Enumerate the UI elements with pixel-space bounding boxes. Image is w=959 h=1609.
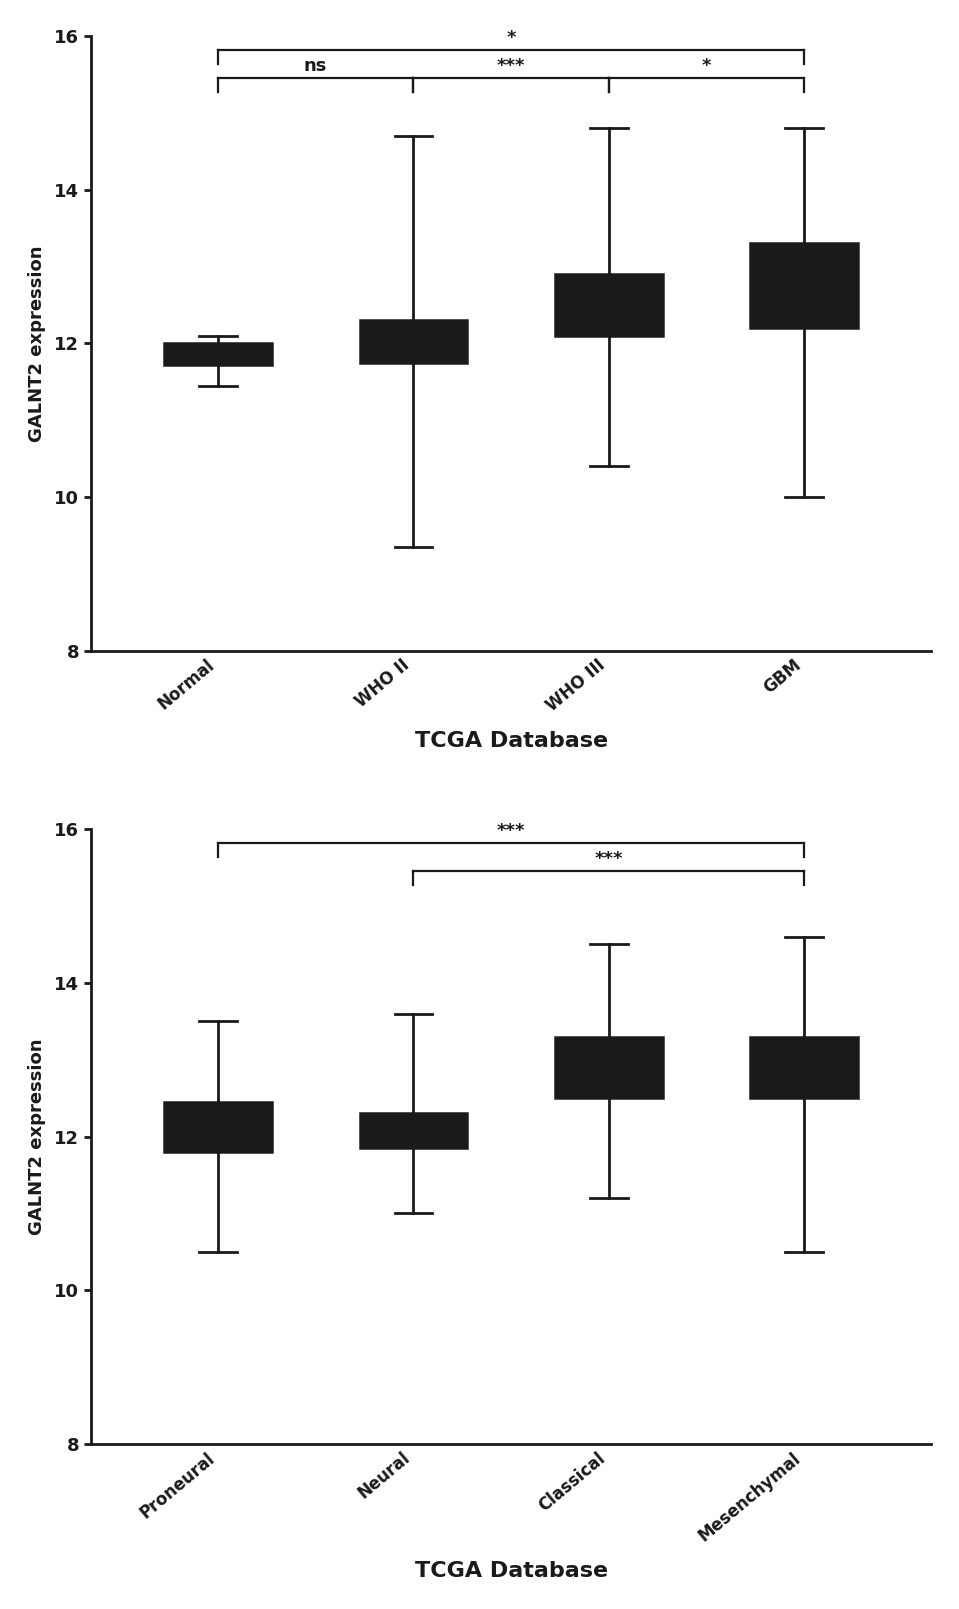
Bar xyxy=(555,1036,663,1097)
Bar xyxy=(360,1113,467,1149)
Y-axis label: GALNT2 expression: GALNT2 expression xyxy=(28,245,46,441)
Text: ***: *** xyxy=(595,850,623,869)
X-axis label: TCGA Database: TCGA Database xyxy=(414,1561,608,1582)
Bar xyxy=(164,343,271,365)
Text: *: * xyxy=(506,29,516,47)
Text: ns: ns xyxy=(304,58,327,76)
Bar xyxy=(360,320,467,362)
Text: *: * xyxy=(702,58,712,76)
Text: ***: *** xyxy=(497,58,526,76)
Y-axis label: GALNT2 expression: GALNT2 expression xyxy=(28,1038,46,1234)
Bar xyxy=(164,1102,271,1152)
Text: ***: *** xyxy=(497,822,526,840)
Bar xyxy=(555,274,663,336)
Bar xyxy=(751,243,858,328)
X-axis label: TCGA Database: TCGA Database xyxy=(414,732,608,751)
Bar xyxy=(751,1036,858,1097)
